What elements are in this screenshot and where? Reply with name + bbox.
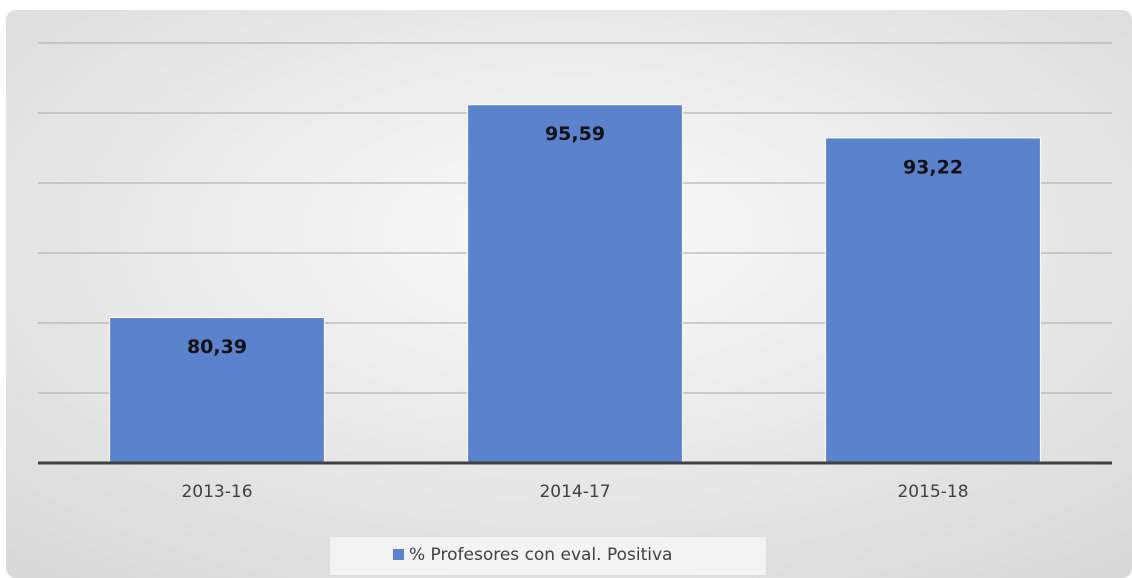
data-label: 80,39 [187,336,247,358]
x-tick-label: 2014-17 [539,482,610,502]
x-tick-label: 2013-16 [181,482,252,502]
data-label: 95,59 [545,123,605,145]
bar [109,317,325,464]
data-label: 93,22 [903,156,963,178]
bar [467,104,683,464]
bar [825,137,1041,464]
legend-label: % Profesores con eval. Positiva [409,545,672,565]
x-tick-label: 2015-18 [897,482,968,502]
legend-swatch [393,549,404,560]
